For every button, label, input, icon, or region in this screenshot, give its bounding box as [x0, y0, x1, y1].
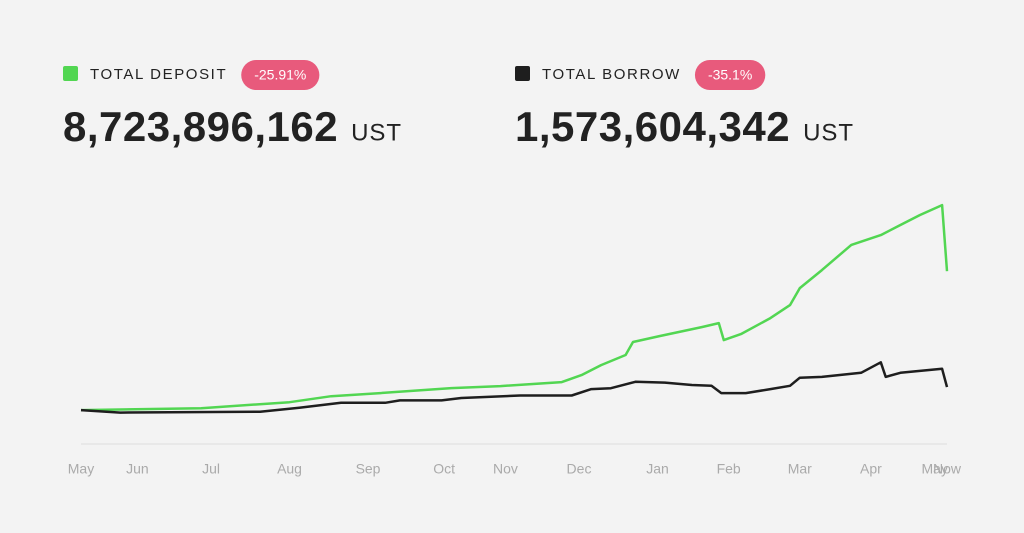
change-badge	[694, 60, 766, 90]
x-tick-label: Apr	[860, 461, 882, 477]
change-value: -25.91%	[254, 67, 306, 83]
legend-label: TOTAL BORROW	[542, 66, 681, 83]
x-tick-label: Jan	[646, 461, 669, 477]
total-value: 8,723,896,162	[63, 103, 338, 150]
total-value: 1,573,604,342	[515, 103, 790, 150]
legend-swatch	[515, 66, 530, 81]
x-tick-label: Aug	[277, 461, 302, 477]
x-tick-label: Sep	[356, 461, 381, 477]
x-tick-label: Jun	[126, 461, 149, 477]
x-tick-label: May	[68, 461, 94, 477]
x-tick-label: Now	[933, 461, 962, 477]
x-tick-label: Oct	[433, 461, 455, 477]
unit: UST	[351, 119, 402, 146]
series-line	[80, 361, 949, 414]
legend-swatch	[63, 66, 78, 81]
change-value: -35.1%	[708, 67, 752, 83]
x-tick-label: Jul	[202, 461, 220, 477]
unit: UST	[803, 119, 854, 146]
series-line	[80, 203, 949, 412]
x-tick-label: Dec	[567, 461, 592, 477]
change-badge	[241, 60, 320, 90]
legend-label: TOTAL DEPOSIT	[90, 66, 227, 83]
x-tick-label: Nov	[493, 461, 518, 477]
x-tick-label: May	[922, 461, 948, 477]
x-tick-label: Feb	[717, 461, 741, 477]
x-tick-label: Mar	[788, 461, 812, 477]
